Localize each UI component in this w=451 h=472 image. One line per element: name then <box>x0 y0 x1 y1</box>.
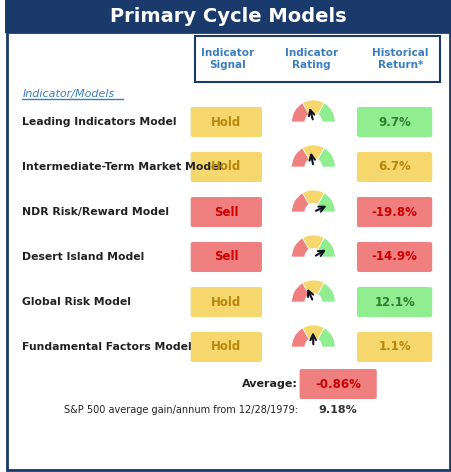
Text: 9.7%: 9.7% <box>377 116 410 128</box>
Circle shape <box>304 249 321 265</box>
Text: Global Risk Model: Global Risk Model <box>23 297 131 307</box>
Text: 9.18%: 9.18% <box>318 405 357 415</box>
Wedge shape <box>302 325 324 347</box>
Wedge shape <box>313 148 335 167</box>
Wedge shape <box>291 193 313 212</box>
Wedge shape <box>291 283 313 302</box>
Wedge shape <box>313 193 335 212</box>
Text: Indicator/Models: Indicator/Models <box>23 89 115 99</box>
Text: Hold: Hold <box>211 295 241 309</box>
Wedge shape <box>313 238 335 257</box>
FancyBboxPatch shape <box>190 107 262 137</box>
Text: Intermediate-Term Market Model: Intermediate-Term Market Model <box>23 162 222 172</box>
Text: Hold: Hold <box>211 340 241 354</box>
Circle shape <box>304 159 321 176</box>
Circle shape <box>304 294 321 311</box>
Text: Fundamental Factors Model: Fundamental Factors Model <box>23 342 192 352</box>
Wedge shape <box>291 238 313 257</box>
Text: NDR Risk/Reward Model: NDR Risk/Reward Model <box>23 207 169 217</box>
Wedge shape <box>313 103 335 122</box>
Text: -14.9%: -14.9% <box>371 251 417 263</box>
Wedge shape <box>302 145 324 167</box>
Text: Desert Island Model: Desert Island Model <box>23 252 144 262</box>
FancyBboxPatch shape <box>7 32 449 470</box>
Circle shape <box>304 338 321 355</box>
Wedge shape <box>302 100 324 122</box>
Wedge shape <box>291 148 313 167</box>
Text: Sell: Sell <box>214 205 238 219</box>
Text: 1.1%: 1.1% <box>377 340 410 354</box>
Text: Sell: Sell <box>214 251 238 263</box>
FancyBboxPatch shape <box>356 242 431 272</box>
FancyBboxPatch shape <box>356 287 431 317</box>
Text: 12.1%: 12.1% <box>373 295 414 309</box>
Text: S&P 500 average gain/annum from 12/28/1979:: S&P 500 average gain/annum from 12/28/19… <box>64 405 297 415</box>
Circle shape <box>304 114 321 130</box>
FancyBboxPatch shape <box>190 287 262 317</box>
Wedge shape <box>302 190 324 212</box>
Text: Historical
Return*: Historical Return* <box>372 48 428 70</box>
Wedge shape <box>291 328 313 347</box>
Text: Indicator
Rating: Indicator Rating <box>284 48 337 70</box>
Text: 6.7%: 6.7% <box>377 160 410 174</box>
Text: Hold: Hold <box>211 116 241 128</box>
Wedge shape <box>302 235 324 257</box>
Wedge shape <box>291 103 313 122</box>
Wedge shape <box>302 280 324 302</box>
FancyBboxPatch shape <box>5 0 451 32</box>
FancyBboxPatch shape <box>356 107 431 137</box>
FancyBboxPatch shape <box>190 152 262 182</box>
Text: -19.8%: -19.8% <box>371 205 417 219</box>
FancyBboxPatch shape <box>190 332 262 362</box>
Circle shape <box>304 203 321 220</box>
FancyBboxPatch shape <box>190 197 262 227</box>
FancyBboxPatch shape <box>356 332 431 362</box>
FancyBboxPatch shape <box>299 369 376 399</box>
Text: Primary Cycle Models: Primary Cycle Models <box>110 7 346 25</box>
FancyBboxPatch shape <box>356 197 431 227</box>
FancyBboxPatch shape <box>194 36 439 82</box>
Text: Leading Indicators Model: Leading Indicators Model <box>23 117 176 127</box>
Wedge shape <box>313 283 335 302</box>
Text: Hold: Hold <box>211 160 241 174</box>
Text: Indicator
Signal: Indicator Signal <box>200 48 253 70</box>
Text: Average:: Average: <box>241 379 297 389</box>
FancyBboxPatch shape <box>190 242 262 272</box>
Wedge shape <box>313 328 335 347</box>
FancyBboxPatch shape <box>356 152 431 182</box>
Text: -0.86%: -0.86% <box>314 378 360 390</box>
